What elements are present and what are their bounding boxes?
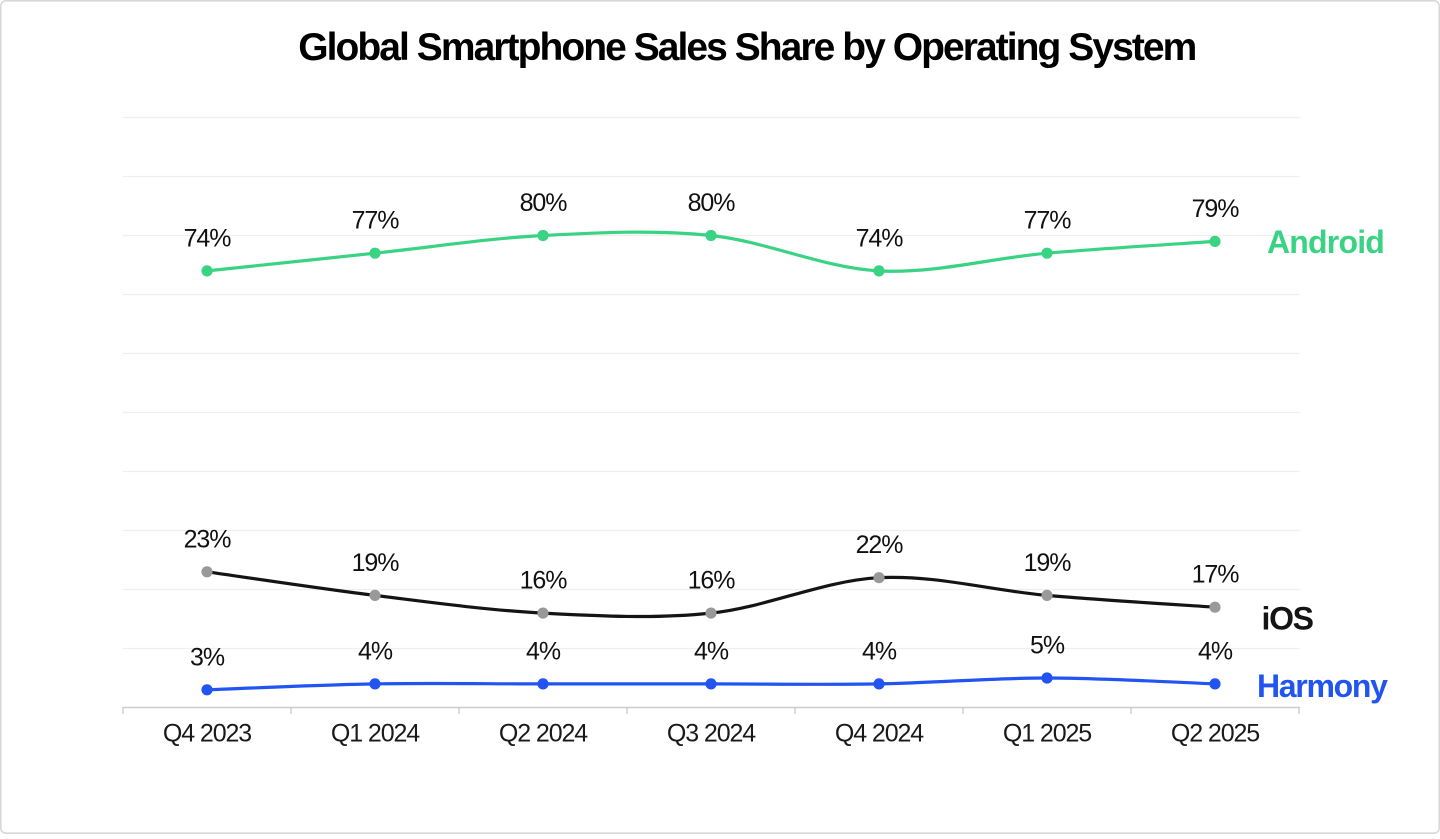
svg-text:16%: 16% <box>520 567 568 595</box>
svg-text:19%: 19% <box>352 549 400 577</box>
svg-text:Q1 2024: Q1 2024 <box>331 719 420 747</box>
svg-text:77%: 77% <box>1024 207 1072 235</box>
svg-text:Q2 2024: Q2 2024 <box>499 719 588 747</box>
svg-text:19%: 19% <box>1024 549 1072 577</box>
svg-text:4%: 4% <box>526 637 561 665</box>
svg-text:4%: 4% <box>1198 637 1233 665</box>
svg-text:Global Smartphone Sales Share: Global Smartphone Sales Share by Operati… <box>298 26 1195 69</box>
svg-text:Q4 2024: Q4 2024 <box>835 719 924 747</box>
svg-text:16%: 16% <box>688 567 736 595</box>
svg-text:74%: 74% <box>856 224 904 252</box>
svg-text:5%: 5% <box>1030 632 1065 660</box>
svg-text:Q3 2024: Q3 2024 <box>667 719 756 747</box>
svg-text:4%: 4% <box>862 637 897 665</box>
svg-text:17%: 17% <box>1192 561 1240 589</box>
svg-text:80%: 80% <box>688 189 736 217</box>
svg-text:4%: 4% <box>358 637 393 665</box>
svg-text:4%: 4% <box>694 637 729 665</box>
svg-text:iOS: iOS <box>1262 601 1314 637</box>
svg-text:23%: 23% <box>184 525 232 553</box>
svg-text:80%: 80% <box>520 189 568 217</box>
svg-text:79%: 79% <box>1192 195 1240 223</box>
svg-text:74%: 74% <box>184 224 232 252</box>
svg-text:77%: 77% <box>352 207 400 235</box>
svg-text:Q4 2023: Q4 2023 <box>163 719 251 747</box>
svg-text:3%: 3% <box>190 643 225 671</box>
svg-text:Q2 2025: Q2 2025 <box>1171 719 1259 747</box>
svg-text:Q1 2025: Q1 2025 <box>1003 719 1091 747</box>
svg-text:22%: 22% <box>856 531 904 559</box>
svg-text:Android: Android <box>1267 224 1384 260</box>
svg-text:Harmony: Harmony <box>1257 668 1388 704</box>
